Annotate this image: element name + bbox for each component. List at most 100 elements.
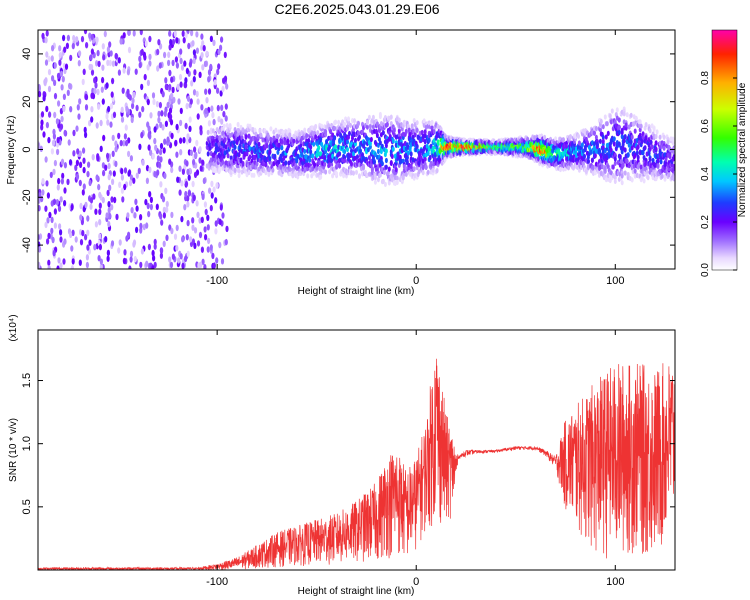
snr-x-axis-label: Height of straight line (km) [298,586,415,597]
spectrogram-cell [206,224,210,231]
spectrogram-cell [303,148,307,154]
spectrogram-cell [567,165,570,171]
spectrogram-cell [413,132,417,138]
snr-y-tick-label: 1.5 [21,373,33,388]
spectrogram-cell [212,118,216,126]
spectrogram-cell [88,239,92,246]
spectrogram-cell [214,220,218,227]
spectrogram-cell [175,62,179,69]
spectrogram-cell [423,139,427,145]
spectrogram-cell [96,49,100,57]
spectrogram-cell [81,229,85,237]
spectrogram-cell [143,73,147,81]
spectrogram-cell [350,161,353,167]
spectrogram-cell [53,222,58,229]
spectrogram-x-tick-label: 0 [413,275,419,287]
spectrogram-cell [224,144,228,150]
spectrogram-cell [169,119,174,126]
spectrogram-cell [162,147,166,154]
spectrogram-cell [282,155,286,161]
spectrogram-cell [132,30,136,37]
spectrogram-cell [196,211,200,218]
spectrogram-cell [379,148,383,155]
spectrogram-y-tick-label: 0 [21,146,33,152]
spectrogram-cell [106,152,110,160]
spectrogram-cell [139,261,143,269]
spectrogram-cell [343,149,347,155]
spectrogram-cell [384,164,388,170]
spectrogram-cell [308,157,312,163]
spectrogram-cell [232,140,236,146]
spectrogram-cell [287,143,291,149]
spectrogram-cell [44,156,48,163]
spectrogram-cell [222,77,226,84]
spectrogram-cells [38,30,675,269]
spectrogram-cell [199,165,203,172]
spectrogram-cell [101,196,105,204]
spectrogram-cell [56,148,60,156]
spectrogram-cell [121,87,125,94]
snr-y-tick-label: 1.0 [21,436,33,451]
spectrogram-cell [171,38,176,46]
spectrogram-cell [107,162,111,170]
spectrogram-cell [193,171,198,178]
spectrogram-cell [86,244,90,251]
spectrogram-cell [217,48,221,56]
spectrogram-cell [195,47,199,54]
spectrogram-cell [554,136,558,142]
spectrogram-cell [598,138,602,144]
spectrogram-cell [188,61,192,68]
spectrogram-cell [58,223,62,230]
spectrogram-cell [129,250,134,258]
spectrogram-cell [99,145,103,152]
spectrogram-cell [153,170,157,178]
spectrogram-cell [78,150,82,157]
spectrogram-cell [58,45,62,52]
spectrogram-cell [168,69,172,77]
spectrogram-cell [238,143,242,149]
spectrogram-cell [215,257,219,264]
spectrogram-cell [174,56,178,63]
spectrogram-cell [175,224,179,232]
snr-plot-area [38,358,675,570]
spectrogram-cell [192,89,197,96]
spectrogram-cell [44,59,49,66]
spectrogram-cell [338,151,342,157]
spectrogram-cell [173,233,178,240]
spectrogram-cell [117,247,121,254]
spectrogram-cell [595,141,599,147]
spectrogram-cell [45,121,50,129]
spectrogram-cell [617,117,621,123]
spectrogram-cell [613,156,617,162]
spectrogram-cell [169,261,174,269]
spectrogram-cell [168,158,172,165]
spectrogram-cell [182,137,186,144]
spectrogram-cell [660,173,664,179]
spectrogram-cell [603,114,607,120]
spectrogram-cell [622,111,626,117]
spectrogram-cell [130,207,134,214]
spectrogram-cell [334,144,338,150]
spectrogram-cell [381,178,385,184]
spectrogram-cell [192,194,196,201]
spectrogram-cell [662,145,666,151]
spectrogram-cell [415,127,419,133]
spectrogram-cell [227,138,231,144]
spectrogram-cell [47,85,52,93]
spectrogram-cell [63,200,67,207]
spectrogram-cell [83,126,87,134]
spectrogram-cell [194,151,198,159]
spectrogram-cell [63,46,67,53]
spectrogram-cell [378,111,382,118]
spectrogram-cell [51,75,55,82]
spectrogram-cell [175,244,179,252]
spectrogram-cell [128,179,133,187]
spectrogram-cell [184,190,188,198]
spectrogram-cell [237,152,241,158]
spectrogram-cell [357,120,360,126]
spectrogram-cell [114,140,118,147]
spectrogram-cell [174,139,178,147]
spectrogram-cell [63,129,67,137]
spectrogram-cell [610,108,614,114]
spectrogram-cell [373,179,377,185]
